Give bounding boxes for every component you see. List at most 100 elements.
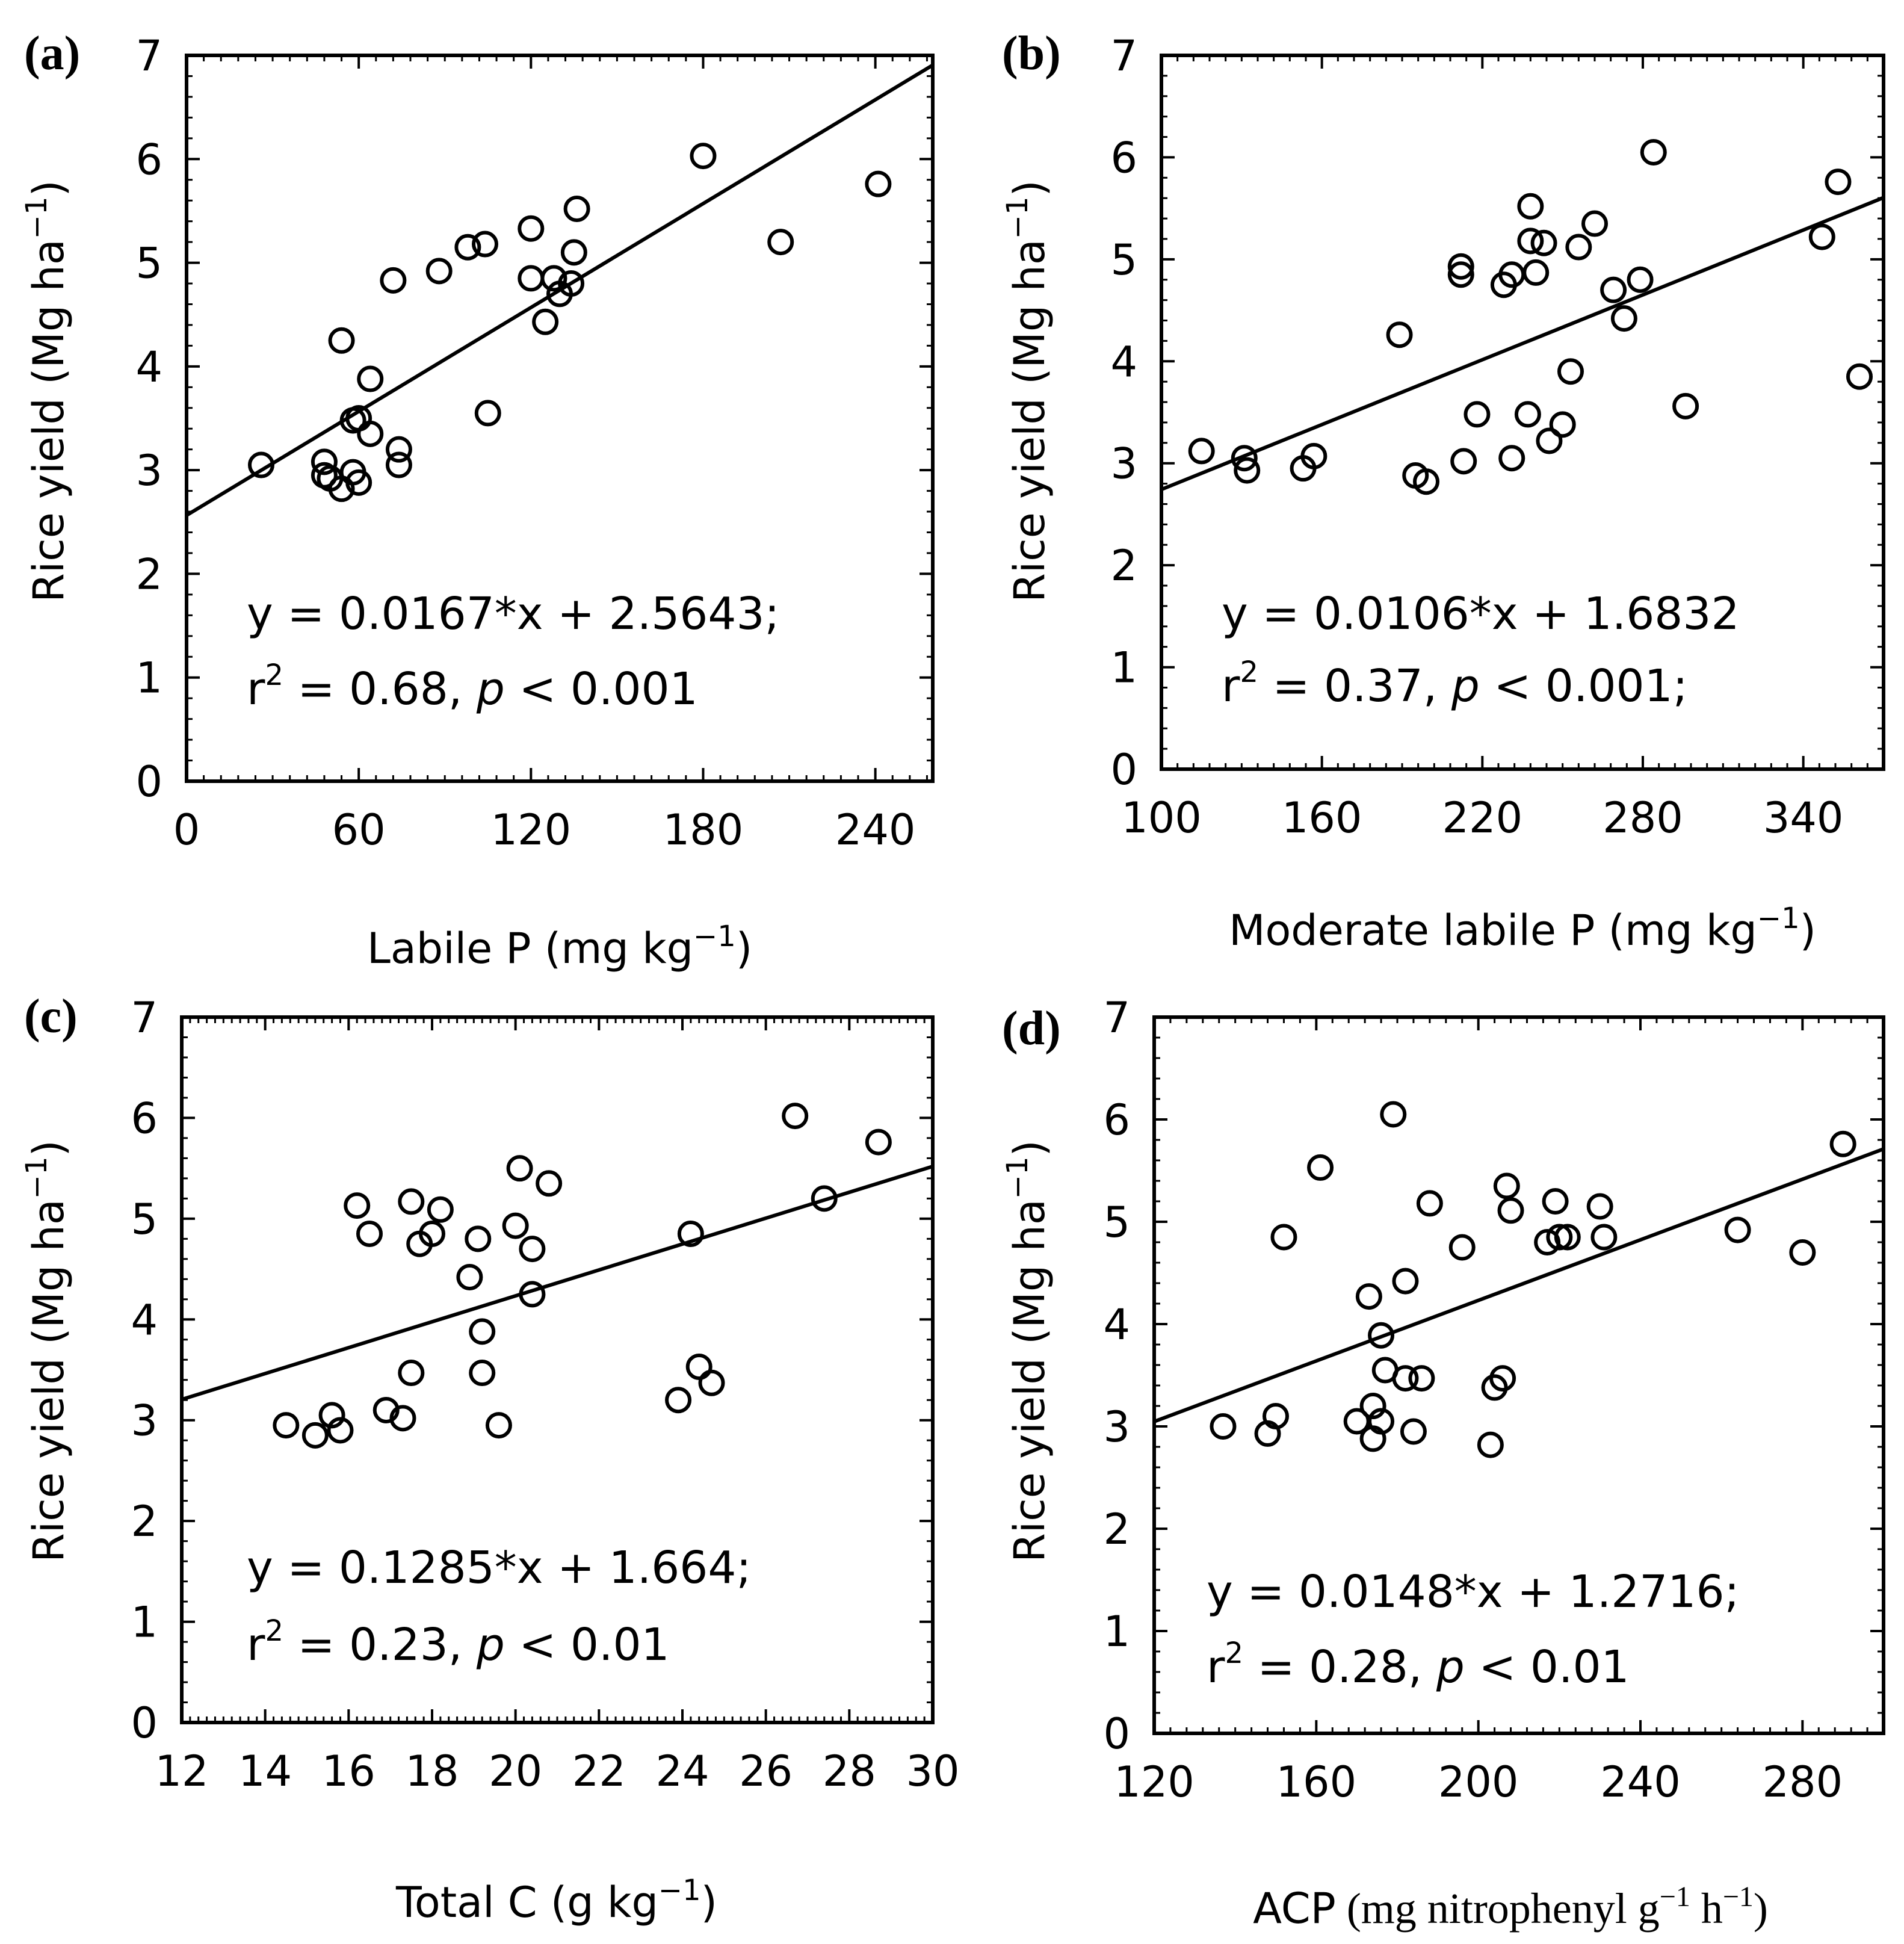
panel-d-frame [1152, 1015, 1885, 1735]
panel-c-data-point [344, 1192, 371, 1219]
panel-c-y-tick-label: 6 [131, 1094, 158, 1143]
panel-a-data-point [560, 239, 587, 266]
panel-d-data-point [1489, 1365, 1516, 1392]
panel-b-x-tick-label: 340 [1763, 793, 1844, 843]
panel-c-x-tick-label: 16 [322, 1747, 376, 1796]
svg-text:Rice yield (Mg ha−1): Rice yield (Mg ha−1) [1001, 180, 1054, 602]
panel-d-data-point [1497, 1197, 1524, 1224]
panel-b-x-tick-label: 280 [1603, 793, 1683, 843]
panel-d-x-tick-label: 200 [1438, 1757, 1519, 1807]
panel-a-data-point [311, 448, 338, 475]
svg-text:Rice yield (Mg ha−1): Rice yield (Mg ha−1) [20, 180, 73, 602]
panel-a-label: (a) [24, 27, 80, 80]
panel-d-equation: y = 0.0148*x + 1.2716; [1207, 1566, 1739, 1618]
panel-b-data-point [1565, 234, 1592, 261]
panel-c-y-tick-label: 2 [131, 1497, 158, 1546]
panel-a-data-point [472, 231, 498, 258]
panel-d-annotation: y = 0.0148*x + 1.2716; r2 = 0.28, p < 0.… [1207, 1566, 1739, 1693]
panel-b-data-point [1464, 401, 1491, 428]
panel-a-y-tick-label: 4 [135, 342, 162, 392]
panel-d-data-point [1542, 1188, 1569, 1215]
panel-c-x-tick-label: 26 [739, 1747, 793, 1796]
svg-text:Labile P (mg kg−1): Labile P (mg kg−1) [367, 920, 752, 973]
panel-b-equation: y = 0.0106*x + 1.6832 [1222, 588, 1740, 640]
panel-d-y-tick-label: 7 [1103, 993, 1130, 1042]
panel-c-data-point [398, 1188, 425, 1215]
panel-c-data-point [372, 1396, 400, 1423]
panel-d-data-point [1355, 1283, 1382, 1310]
panel-b-data-point [1627, 266, 1654, 293]
panel-d-label: (d) [1002, 1002, 1061, 1055]
panel-c-ylabel: Rice yield (Mg ha−1) [20, 1140, 73, 1562]
panel-a-y-tick-label: 7 [135, 31, 162, 81]
panel-d-data-point [1590, 1224, 1618, 1251]
panel-c-y-tick-label: 0 [131, 1698, 158, 1748]
panel-a-x-tick-label: 180 [663, 805, 744, 855]
panel-b-annotation: y = 0.0106*x + 1.6832 r2 = 0.37, p < 0.0… [1222, 588, 1740, 712]
panel-b-data-point [1640, 138, 1667, 166]
panel-a-plot: 0 60 120 180 240 0 1 2 3 4 5 6 7 [135, 31, 935, 855]
panel-b-y-tick-label: 3 [1110, 439, 1137, 489]
panel-b-data-point [1536, 427, 1563, 454]
panel-c-regression-line [181, 1165, 933, 1402]
panel-b-x-tick-label: 220 [1442, 793, 1523, 843]
panel-d-data-point [1368, 1322, 1395, 1349]
panel-c-data-point [865, 1128, 892, 1156]
panel-b-data-point [1549, 411, 1576, 438]
panel-a-stats: r2 = 0.68, p < 0.001 [247, 658, 698, 715]
panel-b-data-point [1447, 253, 1474, 280]
panel-d-y-tick-label: 3 [1103, 1402, 1130, 1452]
panel-b-data-point [1825, 169, 1852, 196]
panel-a-y-tick-label: 0 [135, 757, 162, 806]
panel-d-y-tick-label: 6 [1103, 1095, 1130, 1145]
panel-a-data-point [690, 143, 717, 170]
panel-c-data-point [301, 1422, 329, 1449]
panel-a-data-point [385, 451, 412, 478]
panel-c-data-point [465, 1225, 492, 1252]
panel-a-data-point [474, 400, 501, 427]
panel-d-data-point [1408, 1365, 1435, 1392]
panel-d-data-point [1270, 1224, 1297, 1251]
panel-c-data-point [519, 1281, 546, 1308]
panel-c-y-tick-label: 5 [131, 1195, 158, 1244]
panel-a-data-point [357, 365, 384, 392]
panel-b-data-point [1447, 261, 1474, 288]
panel-b: (b) Rice yield (Mg ha−1) Moderate labile… [1001, 27, 1885, 955]
panel-a-data-point [385, 436, 412, 463]
panel-b-x-tick-label: 160 [1282, 793, 1362, 843]
panel-b-data-point [1610, 305, 1637, 332]
panel-d-data-point [1724, 1216, 1751, 1243]
panel-b-data-point [1808, 223, 1835, 250]
panel-a-equation: y = 0.0167*x + 2.5643; [247, 588, 779, 640]
panel-a-data-point [328, 327, 355, 354]
panel-c-data-point [318, 1402, 345, 1429]
panel-b-data-point [1498, 445, 1525, 472]
panel-d-y-tick-label: 5 [1103, 1198, 1130, 1247]
panel-d-data-point [1392, 1365, 1419, 1392]
panel-c-data-point [356, 1220, 383, 1247]
panel-c-y-tick-label: 7 [131, 993, 158, 1042]
panel-a-data-point [767, 229, 794, 256]
panel-c-data-point [665, 1387, 692, 1414]
panel-b-data-point [1386, 321, 1413, 348]
panel-d-data-point [1554, 1224, 1581, 1251]
panel-b-y-tick-label: 1 [1110, 643, 1137, 693]
panel-c-data-point [685, 1353, 712, 1380]
panel-d-y-tick-label: 0 [1103, 1709, 1130, 1759]
panel-d-data-point [1368, 1408, 1395, 1435]
panel-a-data-point [532, 308, 559, 335]
panel-b-data-point [1234, 457, 1261, 484]
panel-c-data-point [398, 1360, 425, 1387]
panel-b-stats: r2 = 0.37, p < 0.001; [1222, 655, 1688, 712]
panel-c-x-tick-label: 18 [405, 1747, 459, 1796]
panel-b-frame [1160, 54, 1885, 771]
panel-c-label: (c) [24, 990, 78, 1043]
panel-d-x-tick-label: 160 [1276, 1757, 1357, 1807]
panel-b-y-tick-label: 6 [1110, 133, 1137, 182]
panel-b-regression-line [1160, 196, 1885, 492]
svg-text:Rice yield (Mg ha−1): Rice yield (Mg ha−1) [20, 1140, 73, 1562]
panel-c-x-tick-label: 30 [906, 1747, 959, 1796]
panel-c-xlabel: Total C (g kg−1) [395, 1874, 717, 1927]
